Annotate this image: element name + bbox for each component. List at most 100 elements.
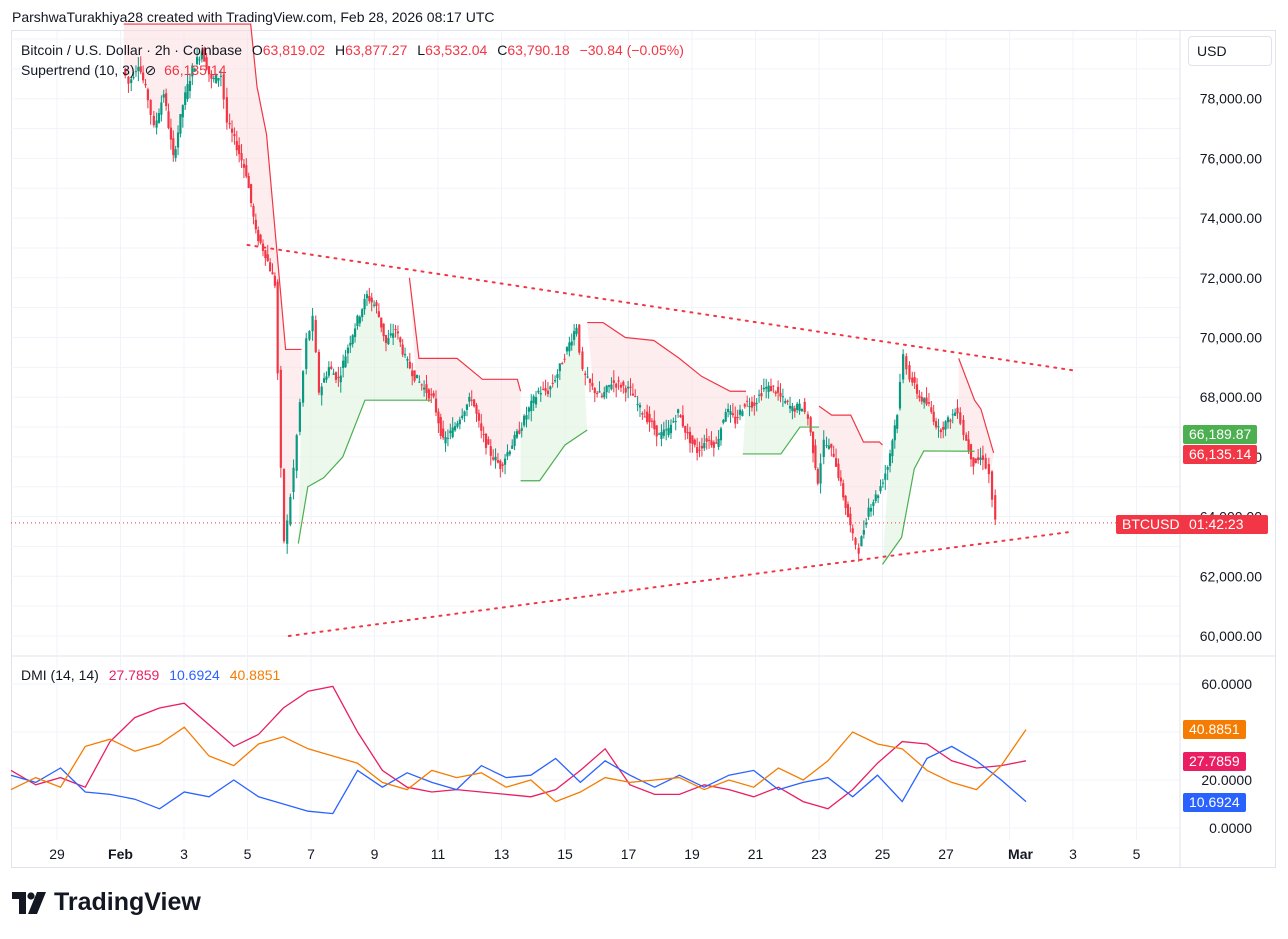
currency-selector[interactable]: USD — [1188, 36, 1272, 66]
candle-body — [346, 347, 350, 354]
time-tick-label: 19 — [684, 846, 700, 862]
candle-body — [252, 206, 255, 217]
candle-body — [325, 376, 328, 380]
dmi-series-ADX — [10, 685, 1027, 810]
candle-body — [565, 347, 569, 352]
candle-body — [898, 381, 902, 409]
supertrend-down-line — [587, 321, 746, 392]
bar-countdown-tag: 01:42:23 — [1183, 515, 1268, 534]
candle-body — [984, 457, 987, 469]
candle-body — [846, 504, 850, 518]
supertrend-down-line — [408, 277, 522, 392]
candle-body — [981, 455, 985, 460]
candle-body — [137, 66, 140, 72]
candle-body — [884, 473, 887, 480]
candle-body — [228, 122, 231, 125]
candle-body — [653, 420, 656, 430]
candle-body — [392, 333, 395, 338]
candle-body — [696, 447, 699, 454]
candle-body — [142, 72, 145, 81]
candle-body — [198, 59, 201, 61]
candle-body — [167, 111, 170, 128]
candle-body — [389, 333, 392, 336]
candle-body — [465, 404, 469, 410]
candle-body — [484, 433, 488, 448]
ohlc-low: L63,532.04 — [417, 42, 488, 58]
candle-body — [377, 311, 380, 318]
candle-body — [358, 316, 361, 324]
candle-body — [169, 127, 173, 140]
visibility-eye-icon[interactable]: ⊘ — [144, 62, 157, 78]
supertrend-down-tag: 66,135.14 — [1183, 445, 1258, 464]
candle-body — [568, 342, 571, 352]
candle-body — [862, 530, 865, 535]
dmi-plus-tag: 40.8851 — [1183, 720, 1246, 739]
candle-body — [788, 405, 792, 409]
candle-body — [877, 495, 880, 498]
candle-body — [515, 431, 519, 438]
candle-body — [605, 385, 608, 393]
candle-body — [375, 302, 378, 306]
candle-body — [679, 415, 682, 418]
candle-body — [207, 66, 211, 75]
candle-body — [698, 449, 701, 451]
candle-body — [677, 409, 680, 413]
candle-body — [247, 176, 250, 189]
candle-body — [908, 365, 911, 380]
ohlc-high: H63,877.27 — [334, 42, 408, 58]
candle-body — [769, 386, 773, 392]
candle-body — [532, 396, 535, 404]
candle-body — [767, 385, 770, 392]
candle-body — [289, 497, 292, 525]
candle-body — [617, 380, 620, 382]
candle-body — [638, 404, 642, 408]
candle-body — [442, 428, 445, 438]
price-tick-label: 76,000.00 — [1200, 150, 1262, 166]
candle-body — [418, 381, 421, 383]
candle-body — [425, 384, 428, 393]
candle-body — [879, 485, 882, 492]
candle-body — [508, 451, 511, 455]
supertrend-down-fill — [409, 277, 521, 466]
time-tick-label: 13 — [494, 846, 510, 862]
candle-body — [186, 84, 189, 100]
candle-body — [796, 403, 799, 411]
candle-body — [327, 367, 330, 376]
candle-body — [525, 415, 528, 420]
candle-body — [779, 392, 782, 397]
candle-body — [503, 458, 507, 465]
candle-body — [276, 281, 279, 374]
candle-body — [707, 439, 711, 441]
candle-body — [427, 389, 430, 399]
candle-body — [298, 402, 301, 432]
dmi-label: DMI (14, 14) — [21, 667, 99, 683]
candle-body — [738, 409, 742, 415]
candle-body — [691, 435, 694, 444]
candle-body — [765, 386, 768, 389]
tradingview-logo[interactable]: TradingView — [12, 888, 201, 917]
supertrend-down-line — [123, 23, 302, 351]
candle-body — [279, 369, 282, 468]
candle-body — [344, 356, 347, 368]
candle-body — [542, 388, 545, 390]
candle-body — [584, 373, 587, 376]
candle-body — [811, 431, 815, 454]
candle-body — [242, 163, 246, 168]
trendlines — [11, 243, 1180, 637]
candle-body — [332, 373, 335, 375]
candle-body — [195, 56, 199, 65]
candle-body — [127, 76, 130, 84]
candle-body — [499, 460, 502, 469]
candle-body — [549, 386, 552, 390]
candle-body — [932, 411, 935, 422]
candle-body — [501, 464, 504, 466]
candle-body — [665, 429, 668, 431]
candle-body — [188, 80, 192, 92]
time-tick-label: 17 — [621, 846, 637, 862]
candle-body — [891, 440, 894, 457]
candle-body — [456, 423, 459, 427]
candlesticks — [124, 46, 997, 562]
price-legend: Bitcoin / U.S. Dollar · 2h · Coinbase O6… — [21, 42, 690, 58]
candle-body — [520, 428, 523, 431]
